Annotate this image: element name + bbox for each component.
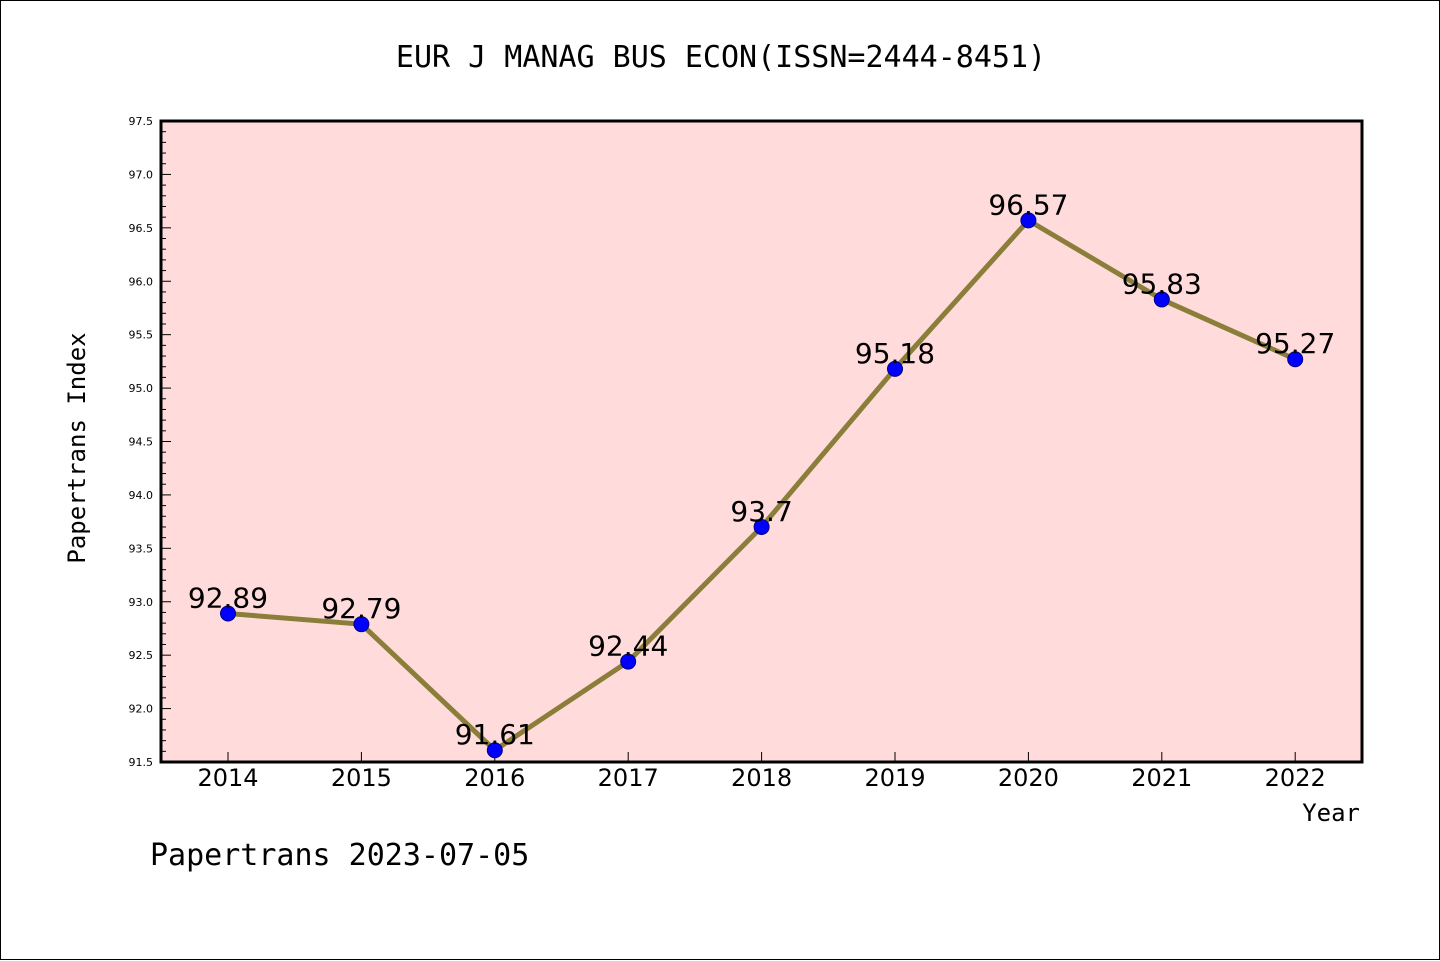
y-tick-label: 94.0 (129, 489, 154, 502)
x-tick-label: 2014 (197, 764, 258, 792)
chart-title: EUR J MANAG BUS ECON(ISSN=2444-8451) (396, 40, 1046, 75)
y-tick-label: 94.5 (129, 436, 154, 449)
y-tick-label: 95.0 (129, 382, 154, 395)
x-tick-label: 2015 (331, 764, 392, 792)
data-point (1287, 351, 1304, 368)
footer-text: Papertrans 2023-07-05 (150, 838, 529, 873)
y-axis-label: Papertrans Index (63, 332, 91, 563)
y-tick-label: 96.0 (129, 275, 154, 288)
data-labels: 92.89 92.79 91.61 92.44 93.7 95.18 96.57 95.83 9… (188, 188, 1335, 751)
x-tick-label: 2017 (598, 764, 659, 792)
plot-area (159, 119, 1364, 764)
series-layer (220, 212, 1304, 759)
data-label: 93.7 (730, 495, 792, 528)
data-label: 95.18 (855, 337, 935, 370)
data-label: 95.83 (1122, 267, 1202, 300)
x-axis: 2014 2015 2016 2017 2018 2019 2020 2021 2022 (197, 752, 1326, 792)
data-label: 92.44 (588, 630, 668, 663)
x-tick-label: 2019 (864, 764, 925, 792)
x-tick-label: 2021 (1131, 764, 1192, 792)
y-tick-label: 92.5 (129, 649, 154, 662)
y-axis: 91.5 92.0 92.5 93.0 93.5 94.0 94.5 95.0 95.5 96.0… (129, 115, 171, 769)
data-point (486, 742, 503, 759)
data-point (353, 616, 370, 633)
data-label: 91.61 (455, 718, 535, 751)
y-tick-label: 92.0 (129, 703, 154, 716)
x-tick-label: 2022 (1265, 764, 1326, 792)
data-point (1020, 212, 1037, 229)
data-label: 92.79 (321, 592, 401, 625)
data-point (887, 360, 903, 377)
data-point (620, 653, 637, 670)
y-tick-label: 96.5 (129, 222, 154, 235)
data-label: 95.27 (1255, 327, 1335, 360)
x-tick-label: 2018 (731, 764, 792, 792)
y-tick-label: 97.5 (129, 115, 154, 128)
x-tick-label: 2016 (464, 764, 525, 792)
y-tick-label: 97.0 (129, 168, 154, 181)
x-tick-label: 2020 (998, 764, 1059, 792)
data-label: 92.89 (188, 582, 268, 615)
y-tick-label: 95.5 (129, 329, 154, 342)
y-tick-label: 91.5 (129, 756, 154, 769)
data-point (1153, 291, 1170, 308)
y-tick-label: 93.0 (129, 596, 154, 609)
y-tick-label: 93.5 (129, 542, 154, 555)
data-point (220, 605, 236, 622)
data-label: 96.57 (988, 188, 1068, 221)
x-axis-label: Year (1302, 799, 1360, 827)
data-point (753, 518, 770, 535)
